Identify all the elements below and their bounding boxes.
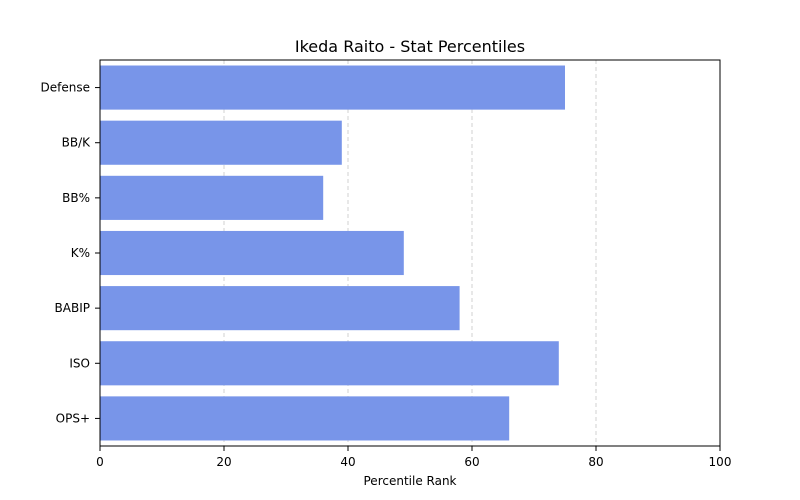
x-tick-label: 40 <box>340 455 355 469</box>
y-axis: Defense BB/K BB% K% BABIP ISO OPS+ <box>41 81 100 425</box>
y-tick-label: BB% <box>62 191 90 205</box>
bar <box>100 341 559 386</box>
chart-title: Ikeda Raito - Stat Percentiles <box>295 37 525 56</box>
y-tick-label: K% <box>71 246 90 260</box>
bar <box>100 230 404 276</box>
bar <box>100 286 460 331</box>
y-tick-label: OPS+ <box>56 411 90 425</box>
bar <box>100 65 565 110</box>
bar <box>100 396 510 441</box>
x-axis: 0 20 40 60 80 100 <box>96 446 731 469</box>
x-tick-label: 0 <box>96 455 104 469</box>
x-tick-label: 60 <box>464 455 479 469</box>
x-tick-label: 20 <box>216 455 231 469</box>
y-tick-label: BB/K <box>62 136 92 150</box>
y-tick-label: BABIP <box>55 301 90 315</box>
y-tick-label: ISO <box>69 356 90 370</box>
y-tick-label: Defense <box>41 81 90 95</box>
x-tick-label: 100 <box>709 455 732 469</box>
bar <box>100 120 342 165</box>
x-axis-label: Percentile Rank <box>364 474 457 488</box>
bars <box>100 65 565 441</box>
x-tick-label: 80 <box>588 455 603 469</box>
bar <box>100 175 324 220</box>
